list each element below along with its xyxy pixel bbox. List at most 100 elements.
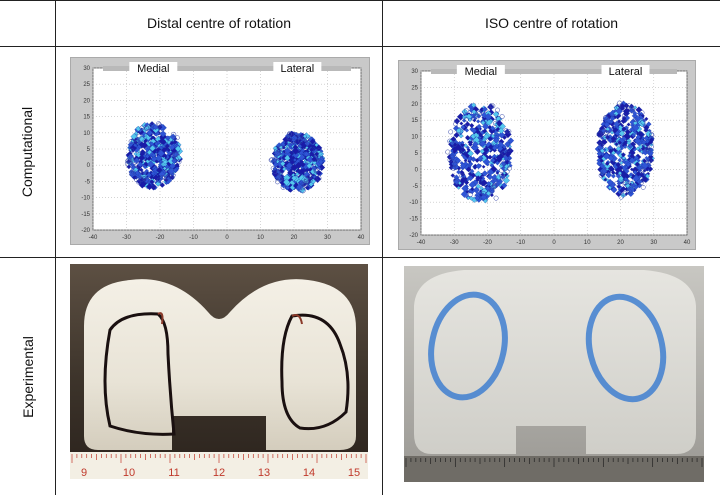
scatter-outline <box>129 154 134 160</box>
scatter-point <box>145 154 150 159</box>
scatter-outline <box>164 175 170 181</box>
scatter-point <box>621 126 627 132</box>
scatter-outline <box>293 132 299 138</box>
scatter-outline <box>171 131 177 137</box>
scatter-point <box>174 145 182 153</box>
scatter-point <box>493 137 500 144</box>
scatter-outline <box>495 107 500 113</box>
scatter-point <box>282 178 291 186</box>
scatter-point <box>475 175 482 182</box>
scatter-outline <box>626 103 632 109</box>
region-label: Lateral <box>281 63 315 75</box>
scatter-outline <box>453 121 459 127</box>
scatter-point <box>599 163 606 169</box>
scatter-point <box>155 154 163 162</box>
scatter-outline <box>277 147 282 153</box>
scatter-point <box>596 160 603 167</box>
x-tick-label: -40 <box>89 235 98 241</box>
scatter-point <box>495 126 501 133</box>
scatter-outline <box>303 182 309 188</box>
scatter-point <box>295 161 303 169</box>
scatter-point <box>314 142 319 148</box>
scatter-outline <box>447 138 453 144</box>
scatter-point <box>454 143 462 151</box>
scatter-outline <box>300 188 306 194</box>
scatter-point <box>632 174 640 183</box>
scatter-point <box>464 128 470 133</box>
scatter-outline <box>170 172 176 178</box>
scatter-outline <box>169 174 175 180</box>
scatter-point <box>507 160 512 165</box>
scatter-point <box>456 113 465 121</box>
scatter-point <box>639 111 644 116</box>
scatter-outline <box>646 158 652 164</box>
scatter-point <box>634 161 640 167</box>
scatter-point <box>485 141 493 149</box>
scatter-point <box>461 118 467 123</box>
scatter-point <box>474 195 481 201</box>
scatter-point <box>162 159 168 165</box>
y-tick-label: 30 <box>83 66 90 72</box>
scatter-point <box>633 184 639 190</box>
scatter-point <box>486 173 494 181</box>
scatter-outline <box>141 176 147 181</box>
scatter-point <box>486 168 495 176</box>
scatter-point <box>624 168 630 174</box>
scatter-point <box>487 144 494 151</box>
scatter-point <box>648 139 654 145</box>
scatter-outline <box>156 177 162 183</box>
scatter-outline <box>165 170 171 176</box>
column-header-distal: Distal centre of rotation <box>147 15 291 31</box>
ruler-ticks <box>405 458 703 467</box>
scatter-outline <box>139 125 145 131</box>
label-bar <box>103 66 351 71</box>
scatter-outline <box>156 121 162 127</box>
scatter-outline <box>503 128 509 133</box>
scatter-point <box>603 121 611 128</box>
scatter-outline <box>506 146 512 152</box>
scatter-outline <box>475 109 481 115</box>
scatter-point <box>308 181 314 188</box>
scatter-point <box>645 173 651 179</box>
scatter-point <box>482 106 488 113</box>
scatter-point <box>613 120 620 128</box>
scatter-outline <box>602 135 608 140</box>
y-tick-label: 20 <box>411 102 418 108</box>
scatter-point <box>615 173 621 179</box>
scatter-outline <box>598 142 604 148</box>
scatter-point <box>492 178 498 183</box>
scatter-point <box>456 169 462 175</box>
scatter-point <box>161 139 167 145</box>
scatter-point <box>627 143 634 150</box>
scatter-point <box>469 169 475 174</box>
scatter-point <box>295 172 300 177</box>
scatter-point <box>292 151 300 159</box>
scatter-outline <box>129 148 135 153</box>
y-tick-label: 20 <box>83 98 90 104</box>
scatter-point <box>165 135 171 141</box>
scatter-point <box>472 141 479 148</box>
scatter-outline <box>139 177 145 182</box>
scatter-point <box>460 124 466 130</box>
scatter-outline <box>490 103 496 109</box>
y-tick-label: 15 <box>83 115 90 121</box>
scatter-point <box>495 171 500 175</box>
scatter-point <box>475 129 481 135</box>
scatter-point <box>282 166 287 172</box>
scatter-point <box>481 170 489 177</box>
y-tick-label: -20 <box>81 228 90 234</box>
scatter-point <box>471 143 479 152</box>
scatter-point <box>294 182 299 187</box>
scatter-point <box>628 157 636 164</box>
scatter-outline <box>640 167 646 173</box>
scatter-point <box>603 177 608 182</box>
scatter-point <box>467 156 473 162</box>
scatter-point <box>469 123 475 129</box>
y-tick-label: -5 <box>413 184 419 190</box>
scatter-outline <box>156 122 162 128</box>
scatter-point <box>619 188 625 194</box>
scatter-point <box>294 131 299 136</box>
contact-outline-lateral <box>280 313 350 431</box>
y-tick-label: 25 <box>411 85 418 91</box>
scatter-point <box>607 165 615 172</box>
